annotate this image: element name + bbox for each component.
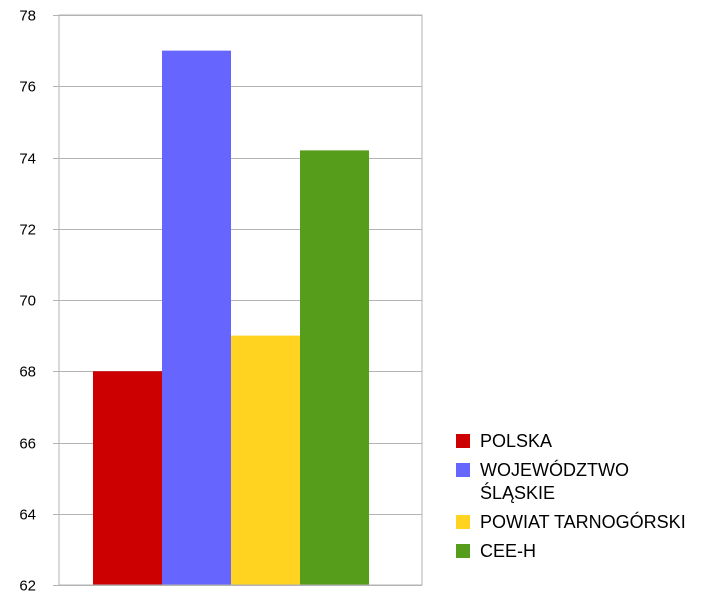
bars — [93, 50, 369, 585]
legend-label: POWIAT TARNOGÓRSKI — [480, 512, 686, 532]
y-tick-label: 68 — [19, 364, 36, 381]
plot-area-border — [58, 14, 423, 586]
legend-item: POWIAT TARNOGÓRSKI — [456, 511, 726, 534]
y-tick-label: 70 — [19, 293, 36, 310]
y-tick-label: 66 — [19, 436, 36, 453]
bar-1 — [93, 371, 162, 585]
legend: POLSKA WOJEWÓDZTWO ŚLĄSKIE POWIAT TARNOGÓR… — [456, 430, 726, 569]
legend-item: WOJEWÓDZTWO ŚLĄSKIE — [456, 459, 726, 505]
y-tick-label: 74 — [19, 151, 36, 168]
legend-item: CEE-H — [456, 540, 726, 563]
legend-swatch — [456, 463, 470, 477]
y-tick-label: 78 — [19, 8, 36, 25]
legend-swatch — [456, 515, 470, 529]
y-tick-label: 76 — [19, 79, 36, 96]
bar-2 — [162, 50, 231, 585]
legend-swatch — [456, 434, 470, 448]
legend-label: CEE-H — [480, 541, 537, 561]
y-tick-label: 62 — [19, 578, 36, 595]
legend-item: POLSKA — [456, 430, 726, 453]
legend-swatch — [456, 544, 470, 558]
y-tick-label: 72 — [19, 222, 36, 239]
bar-4 — [300, 150, 369, 585]
legend-label: WOJEWÓDZTWO ŚLĄSKIE — [480, 460, 629, 503]
bar-3 — [231, 335, 300, 585]
y-axis-tick-labels: 62 64 66 68 70 72 74 76 78 — [19, 8, 36, 595]
y-tick-label: 64 — [19, 507, 36, 524]
legend-label: POLSKA — [480, 431, 553, 451]
